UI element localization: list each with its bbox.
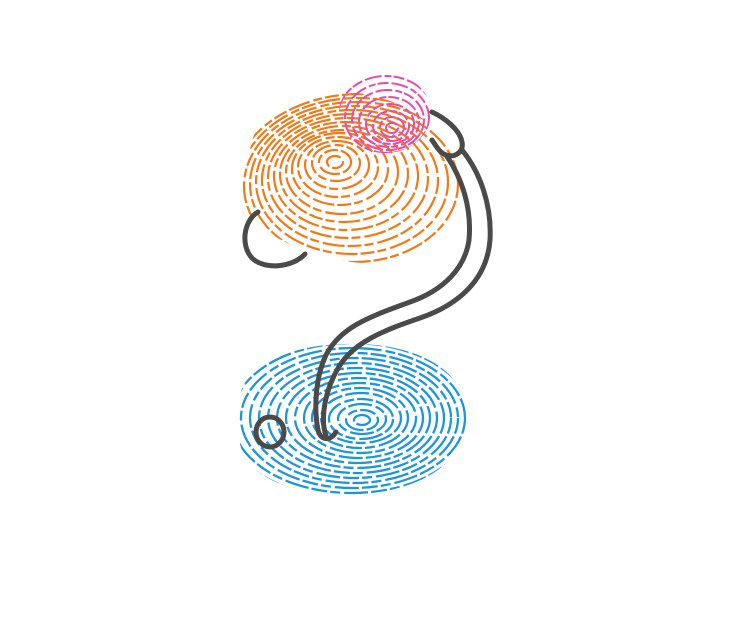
orange-fingerprint: [240, 92, 462, 264]
question-mark-outline: [242, 109, 493, 450]
pink-fingerprint: [339, 73, 431, 153]
